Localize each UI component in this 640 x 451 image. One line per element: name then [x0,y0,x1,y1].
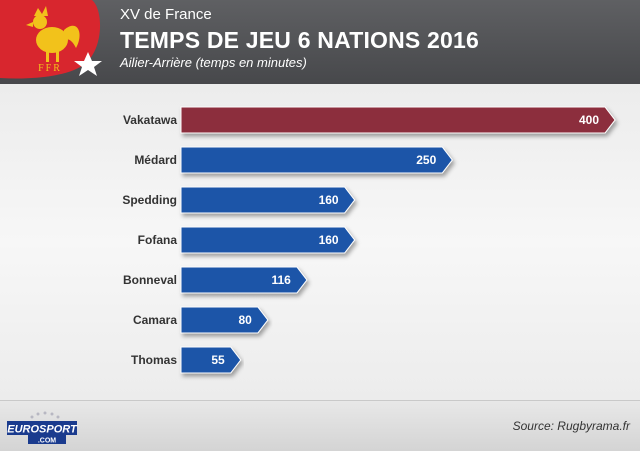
source-credit: Source: Rugbyrama.fr [512,419,630,433]
bar [180,186,356,214]
category-label: Bonneval [123,273,177,287]
chart-subtitle: Ailier-Arrière (temps en minutes) [120,55,307,70]
chart-area: Vakatawa 400 Médard 250 Spedding 160 Fofana 160… [0,84,640,400]
header-text: XV de France TEMPS DE JEU 6 NATIONS 2016… [120,6,479,71]
bar-chart: Vakatawa 400 Médard 250 Spedding 160 Fofana 160… [122,106,616,374]
page-title: TEMPS DE JEU 6 NATIONS 2016 [120,27,480,53]
bar [180,346,242,374]
data-label: 400 [579,113,599,127]
category-label: Thomas [131,353,177,367]
bar [180,266,308,294]
eurosport-brand: EUROSPORT [7,424,78,436]
data-label: 55 [211,353,225,367]
data-label: 116 [272,273,292,287]
footer: EUROSPORT .COM Source: Rugbyrama.fr [0,400,640,451]
ffr-rooster-logo: FFR [0,0,102,79]
bar [180,306,269,334]
data-label: 250 [416,153,436,167]
bar [180,146,453,174]
eurosport-domain: .COM [38,438,56,445]
data-label: 160 [319,193,339,207]
category-label: Fofana [138,233,178,247]
category-label: Spedding [122,193,177,207]
rooster-icon [26,6,80,62]
subtitle-top: XV de France [120,6,212,23]
bar [180,106,616,134]
category-label: Vakatawa [123,113,177,127]
eurosport-logo: EUROSPORT .COM [7,411,78,445]
ffr-logo-text: FFR [38,63,62,74]
category-label: Camara [133,313,177,327]
header: FFR XV de France TEMPS DE JEU 6 NATIONS … [0,0,640,84]
data-label: 160 [319,233,339,247]
category-label: Médard [134,153,177,167]
data-label: 80 [238,313,252,327]
star-icon [74,52,102,76]
eurosport-stars-icon [30,411,60,419]
bar [180,226,356,254]
